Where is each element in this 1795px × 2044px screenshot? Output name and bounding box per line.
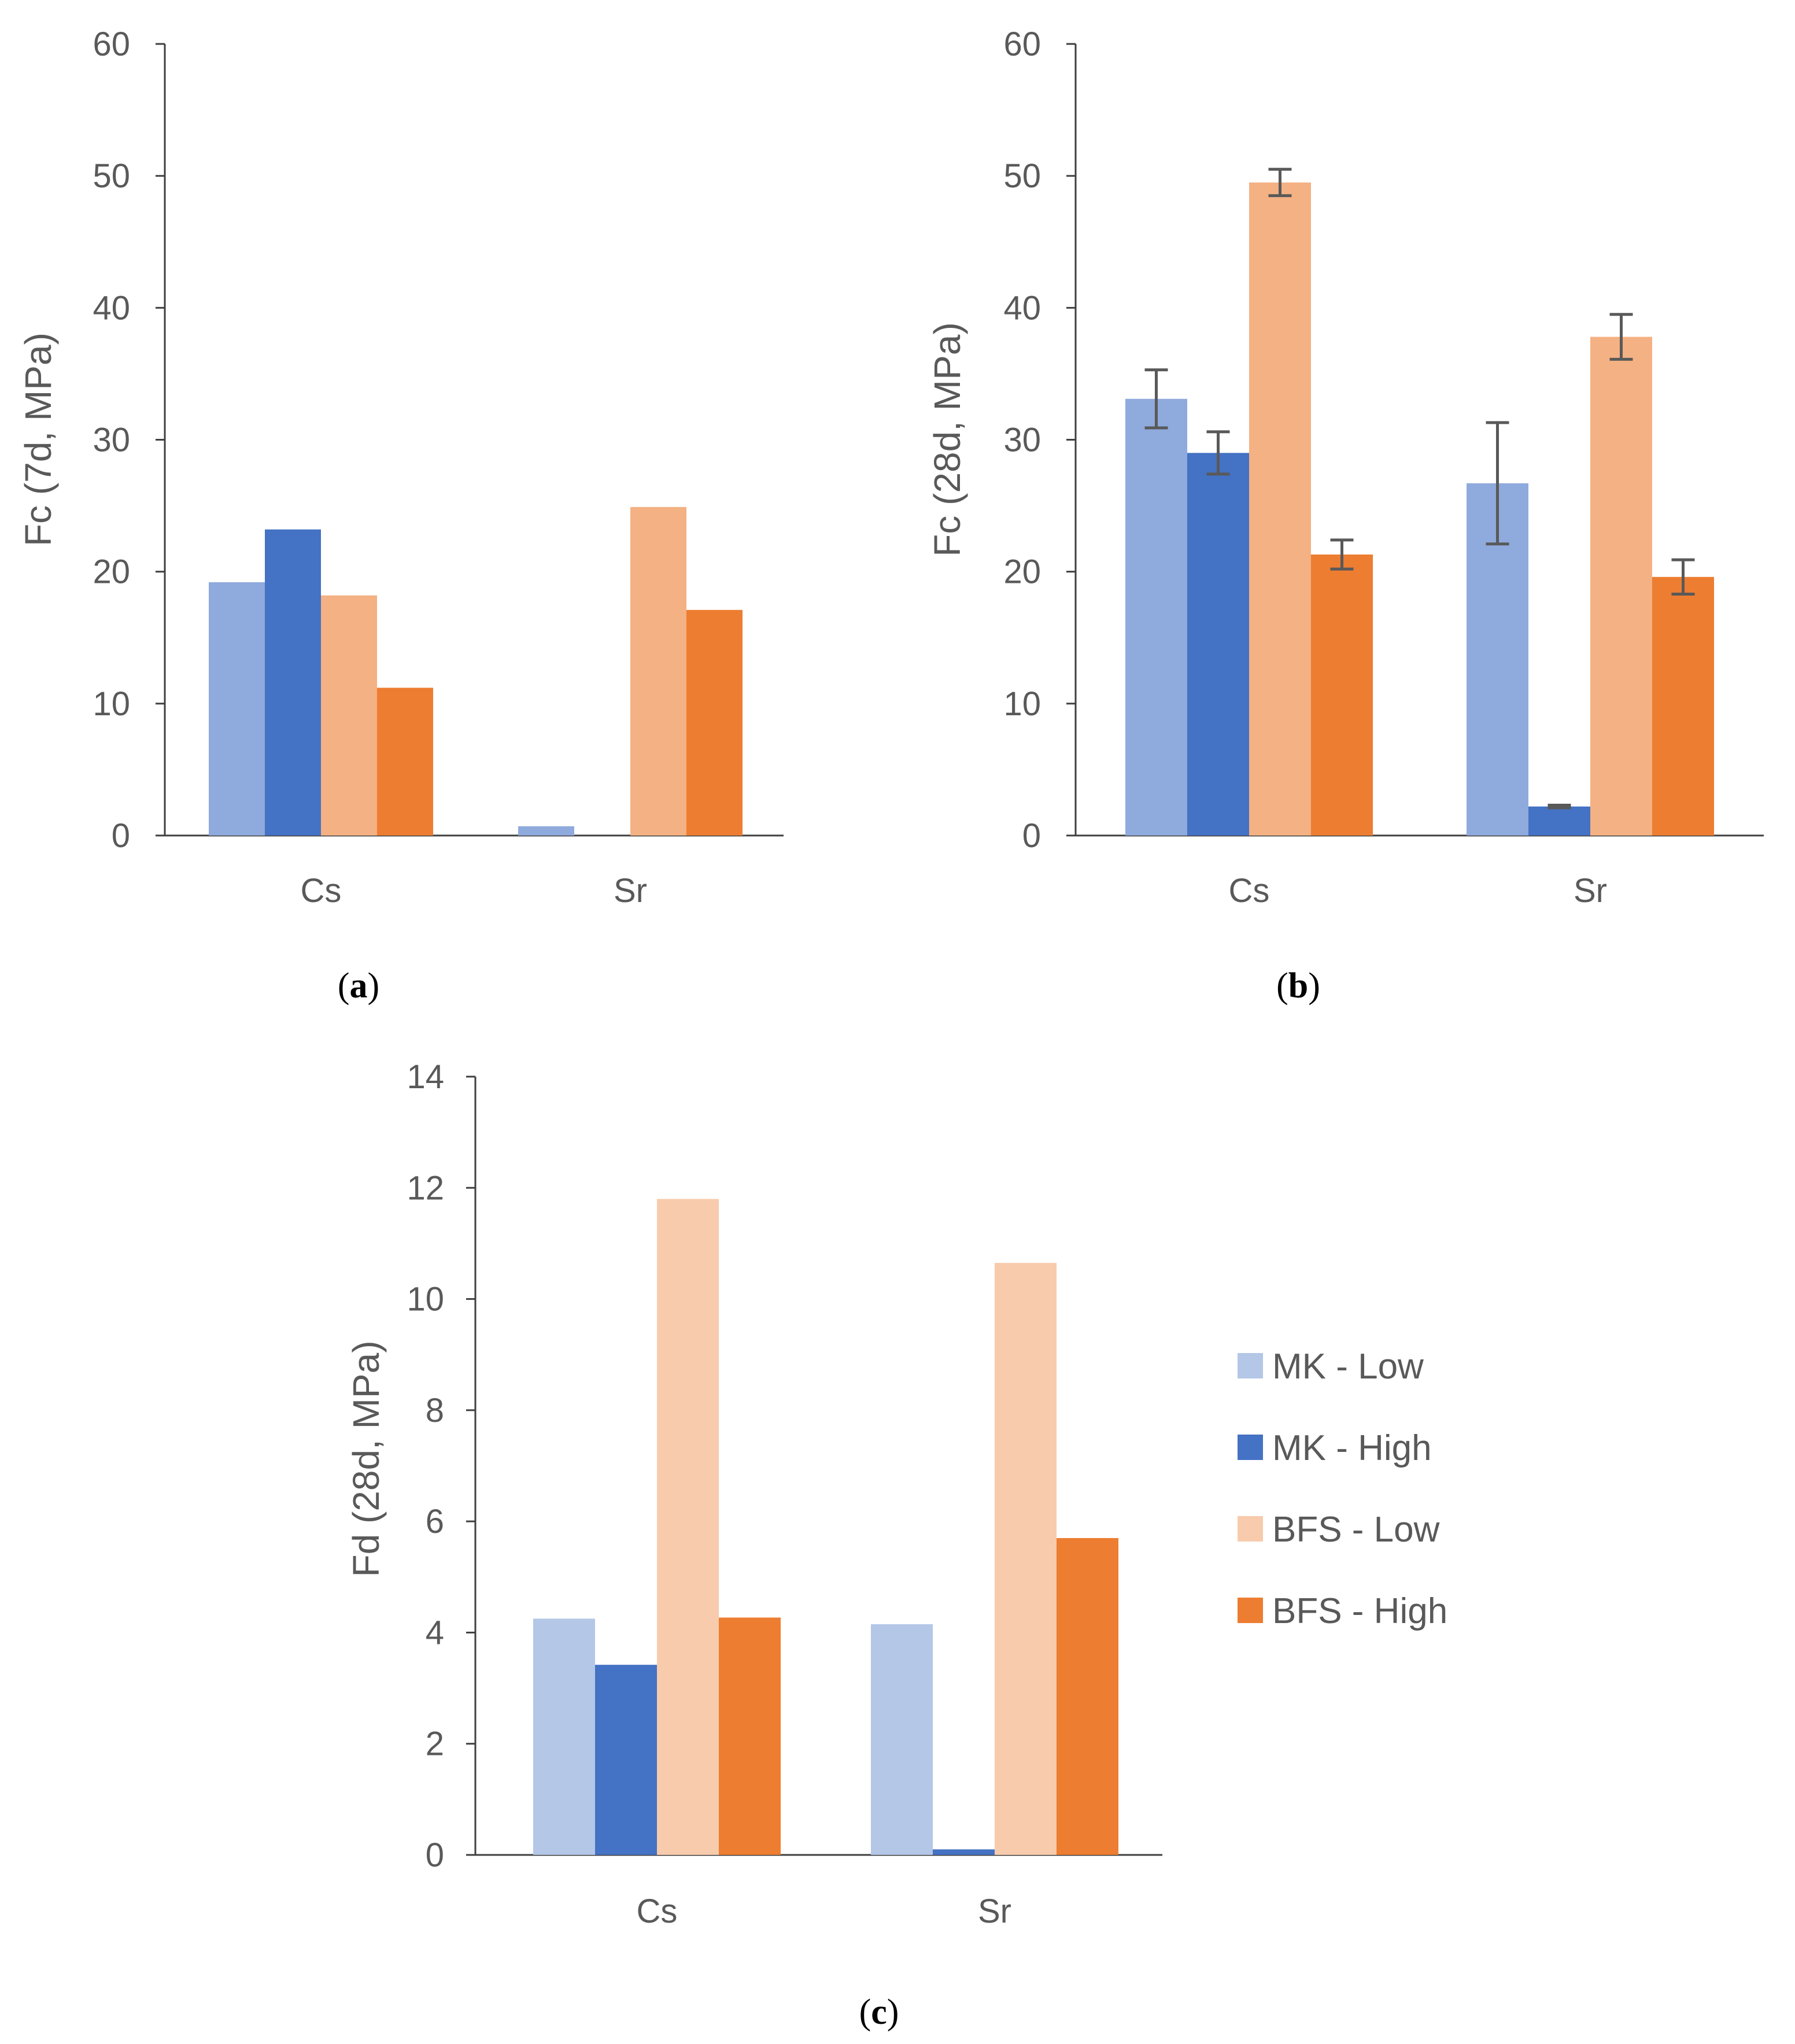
panel-a-y-axis-label: Fc (7d, MPa) bbox=[17, 332, 59, 546]
legend-label-mk-high: MK - High bbox=[1272, 1428, 1432, 1468]
bar-b-bfs-high-sr bbox=[1652, 576, 1714, 836]
panel-c-caption-letter: c bbox=[871, 1993, 887, 2032]
bar-c-mk-low-cs bbox=[533, 1618, 595, 1855]
legend-swatch-bfs-high bbox=[1238, 1598, 1263, 1623]
bar-a-mk-low-cs bbox=[209, 582, 265, 836]
bar-a-bfs-high-cs bbox=[377, 688, 433, 836]
panel-c-caption: (c) bbox=[859, 1993, 899, 2032]
panel-b-category-label: Cs bbox=[1229, 872, 1270, 910]
legend: MK - Low MK - High BFS - Low BFS - High bbox=[1238, 1347, 1447, 1631]
error-bar-b-bfs-low-sr bbox=[1609, 313, 1633, 361]
bar-c-bfs-low-cs bbox=[657, 1199, 719, 1855]
bar-b-bfs-high-cs bbox=[1311, 555, 1373, 836]
bar-a-mk-high-cs bbox=[265, 529, 321, 836]
panel-b-y-tick-label: 50 bbox=[1003, 157, 1041, 195]
bar-a-mk-low-sr bbox=[518, 826, 574, 836]
panel-c-y-tick-label: 6 bbox=[426, 1503, 444, 1540]
error-bar-b-mk-low-sr bbox=[1486, 421, 1509, 546]
panel-a-category-label: Cs bbox=[301, 872, 342, 910]
panel-b-category-label: Sr bbox=[1574, 872, 1607, 910]
legend-label-bfs-high: BFS - High bbox=[1272, 1591, 1447, 1631]
panel-b-caption-letter: b bbox=[1288, 966, 1308, 1006]
error-bar-b-bfs-high-sr bbox=[1671, 558, 1695, 596]
panel-c-category-label: Cs bbox=[637, 1893, 678, 1930]
panel-b-y-tick-label: 20 bbox=[1003, 553, 1041, 591]
legend-swatch-mk-low bbox=[1238, 1353, 1263, 1378]
panel-c-category-label: Sr bbox=[978, 1893, 1011, 1930]
bar-b-mk-high-cs bbox=[1187, 453, 1249, 836]
bar-c-mk-high-cs bbox=[595, 1665, 657, 1855]
panel-a-y-tick-label: 20 bbox=[93, 553, 130, 591]
panel-c-y-tick-label: 14 bbox=[407, 1058, 444, 1096]
panel-b-caption: (b) bbox=[1276, 966, 1320, 1006]
panel-a: Fc (7d, MPa) (a) 0 10 20 30 40 50 60 Cs Sr bbox=[17, 25, 784, 1006]
panel-b-y-tick-label: 0 bbox=[1022, 817, 1041, 855]
legend-swatch-bfs-low bbox=[1238, 1516, 1263, 1542]
panel-b-y-axis-label: Fc (28d, MPa) bbox=[926, 322, 968, 556]
panel-a-y-tick-label: 0 bbox=[112, 817, 130, 855]
panel-a-y-tick-label: 50 bbox=[93, 157, 130, 195]
error-bar-b-bfs-high-cs bbox=[1330, 538, 1354, 571]
bar-b-mk-low-cs bbox=[1125, 398, 1187, 836]
panel-a-caption-letter: a bbox=[350, 966, 368, 1006]
panel-b-y-tick-label: 60 bbox=[1003, 25, 1041, 63]
bar-b-bfs-low-cs bbox=[1249, 182, 1311, 836]
panel-c-y-tick-label: 8 bbox=[426, 1392, 444, 1429]
legend-label-bfs-low: BFS - Low bbox=[1272, 1510, 1440, 1550]
panel-a-y-tick-label: 30 bbox=[93, 422, 130, 459]
bar-b-mk-high-sr bbox=[1528, 806, 1590, 836]
panel-a-y-tick-label: 10 bbox=[93, 685, 130, 723]
panel-c-y-tick-label: 2 bbox=[426, 1725, 444, 1763]
panel-c: Fd (28d, MPa) (c) 0 2 4 6 8 10 12 14 Cs Sr bbox=[345, 1058, 1162, 2032]
legend-swatch-mk-high bbox=[1238, 1435, 1263, 1460]
bar-c-bfs-high-sr bbox=[1057, 1537, 1118, 1855]
bar-a-bfs-high-sr bbox=[686, 609, 743, 836]
bar-b-bfs-low-sr bbox=[1590, 337, 1652, 836]
bar-a-bfs-low-sr bbox=[630, 507, 686, 836]
panel-c-y-tick-label: 10 bbox=[407, 1281, 444, 1318]
error-bar-b-mk-low-cs bbox=[1144, 368, 1168, 430]
panel-c-y-tick-label: 4 bbox=[426, 1614, 444, 1651]
bar-c-mk-high-sr bbox=[933, 1849, 995, 1855]
error-bar-b-mk-high-sr bbox=[1547, 804, 1571, 810]
panel-b-y-tick-label: 10 bbox=[1003, 685, 1041, 723]
error-bar-b-bfs-low-cs bbox=[1268, 168, 1292, 197]
panel-c-y-axis-label: Fd (28d, MPa) bbox=[345, 1340, 387, 1577]
panel-a-category-label: Sr bbox=[614, 872, 647, 910]
panel-a-caption: (a) bbox=[338, 966, 379, 1006]
legend-label-mk-low: MK - Low bbox=[1272, 1347, 1424, 1387]
panel-b: Fc (28d, MPa) (b) 0 10 20 30 40 50 60 Cs Sr bbox=[926, 25, 1764, 1006]
panel-a-y-tick-label: 60 bbox=[93, 25, 130, 63]
error-bar-b-mk-high-cs bbox=[1206, 430, 1230, 476]
bar-a-bfs-low-cs bbox=[321, 595, 377, 836]
panel-b-y-tick-label: 40 bbox=[1003, 289, 1041, 327]
panel-c-y-tick-label: 12 bbox=[407, 1169, 444, 1207]
panel-c-y-tick-label: 0 bbox=[426, 1836, 444, 1874]
panel-b-y-tick-label: 30 bbox=[1003, 422, 1041, 459]
bar-c-bfs-high-cs bbox=[719, 1617, 781, 1855]
bar-c-mk-low-sr bbox=[871, 1624, 933, 1855]
bar-c-bfs-low-sr bbox=[995, 1263, 1057, 1855]
panel-a-y-tick-label: 40 bbox=[93, 289, 130, 327]
